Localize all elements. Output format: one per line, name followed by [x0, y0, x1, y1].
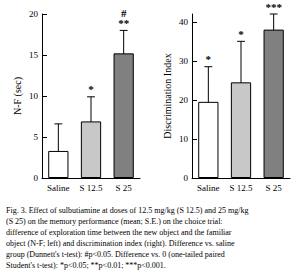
svg-text:10: 10	[179, 134, 189, 144]
svg-text:*: *	[88, 83, 94, 95]
svg-text:Saline: Saline	[197, 183, 220, 193]
svg-text:S 12.5: S 12.5	[229, 183, 253, 193]
svg-text:0: 0	[34, 173, 39, 183]
svg-text:10: 10	[29, 91, 39, 101]
html-text:Student's t-test): *p<0.05; **: Student's t-test): *p<0.05; **p<0.01; **…	[6, 261, 166, 270]
svg-text:Saline: Saline	[47, 183, 70, 193]
html-text:Fig. 3. Effect of sulbutiamine: Fig. 3. Effect of sulbutiamine at doses …	[6, 206, 249, 215]
svg-text:30: 30	[179, 56, 189, 66]
svg-text:20: 20	[179, 95, 189, 105]
html-text:difference of exploration time: difference of exploration time between t…	[6, 228, 232, 237]
svg-text:0: 0	[184, 173, 189, 183]
svg-text:S 25: S 25	[266, 183, 283, 193]
svg-text:Discrimination Index: Discrimination Index	[162, 53, 173, 138]
svg-text:***: ***	[265, 1, 282, 13]
svg-text:*: *	[238, 28, 244, 40]
svg-text:S 12.5: S 12.5	[79, 183, 103, 193]
svg-text:5: 5	[34, 132, 39, 142]
svg-text:20: 20	[29, 9, 39, 19]
html-text:(S 25) on the memory performan: (S 25) on the memory performance (mean; …	[6, 217, 223, 226]
svg-text:40: 40	[179, 17, 189, 27]
svg-text:15: 15	[29, 50, 39, 60]
svg-text:N-F (sec): N-F (sec)	[12, 77, 24, 115]
svg-text:S 25: S 25	[116, 183, 133, 193]
svg-text:*: *	[206, 53, 212, 65]
svg-text:**: **	[118, 17, 130, 29]
html-text:object (N-F; left) and discrim: object (N-F; left) and discrimination in…	[6, 239, 235, 248]
html-text:group (Dunnett's t-test): #p<0: group (Dunnett's t-test): #p<0.05. Diffe…	[6, 250, 225, 259]
